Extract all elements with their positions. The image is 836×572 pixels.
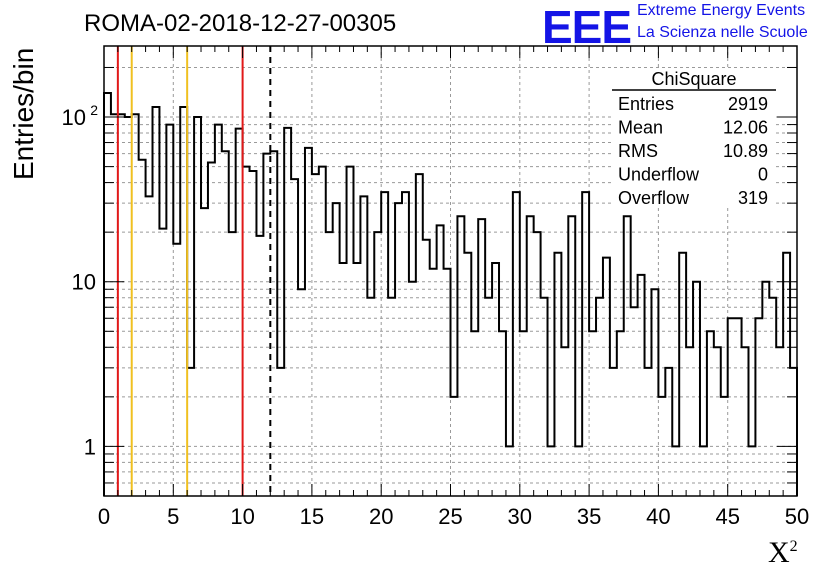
x-tick-label: 20 bbox=[369, 504, 393, 529]
stats-row-label: Entries bbox=[618, 94, 674, 114]
x-axis-label-sup: 2 bbox=[789, 538, 798, 555]
x-tick-label: 35 bbox=[577, 504, 601, 529]
x-tick-label: 30 bbox=[508, 504, 532, 529]
stats-row-value: 0 bbox=[758, 165, 768, 185]
stats-row-value: 2919 bbox=[728, 94, 768, 114]
stats-row-label: Underflow bbox=[618, 165, 700, 185]
chart-title: ROMA-02-2018-12-27-00305 bbox=[84, 10, 397, 37]
stats-row-value: 10.89 bbox=[723, 141, 768, 161]
x-tick-label: 0 bbox=[98, 504, 110, 529]
stats-row-value: 12.06 bbox=[723, 118, 768, 138]
x-axis-label-main: X bbox=[768, 536, 790, 569]
stats-row-label: RMS bbox=[618, 141, 658, 161]
stats-row-label: Mean bbox=[618, 118, 663, 138]
histogram bbox=[103, 91, 798, 496]
x-tick-label: 25 bbox=[438, 504, 462, 529]
stats-background bbox=[612, 68, 776, 208]
x-tick-label: 15 bbox=[300, 504, 324, 529]
histogram-outline bbox=[103, 91, 798, 496]
reference-lines bbox=[116, 46, 272, 496]
x-tick-label: 50 bbox=[785, 504, 809, 529]
stats-box: ChiSquare Entries 2919 Mean 12.06 RMS 10.89 Und… bbox=[612, 68, 776, 208]
stats-row-value: 319 bbox=[738, 188, 768, 208]
x-tick-label: 10 bbox=[230, 504, 254, 529]
eee-logo: EEE bbox=[542, 1, 632, 53]
x-axis-label: X2 bbox=[768, 536, 798, 570]
logo-line-2: La Scienza nelle Scuole bbox=[637, 24, 808, 41]
y-tick-label: 1 bbox=[84, 434, 96, 459]
logo-line-1: Extreme Energy Events bbox=[637, 2, 806, 19]
x-tick-label: 5 bbox=[167, 504, 179, 529]
y-tick-label: 10 bbox=[72, 270, 96, 295]
y-tick-label: 10 bbox=[62, 105, 86, 130]
x-tick-label: 40 bbox=[646, 504, 670, 529]
y-tick-label-exponent: 2 bbox=[90, 102, 98, 118]
x-tick-label: 45 bbox=[715, 504, 739, 529]
stats-title: ChiSquare bbox=[651, 69, 736, 89]
stats-row-label: Overflow bbox=[618, 188, 690, 208]
